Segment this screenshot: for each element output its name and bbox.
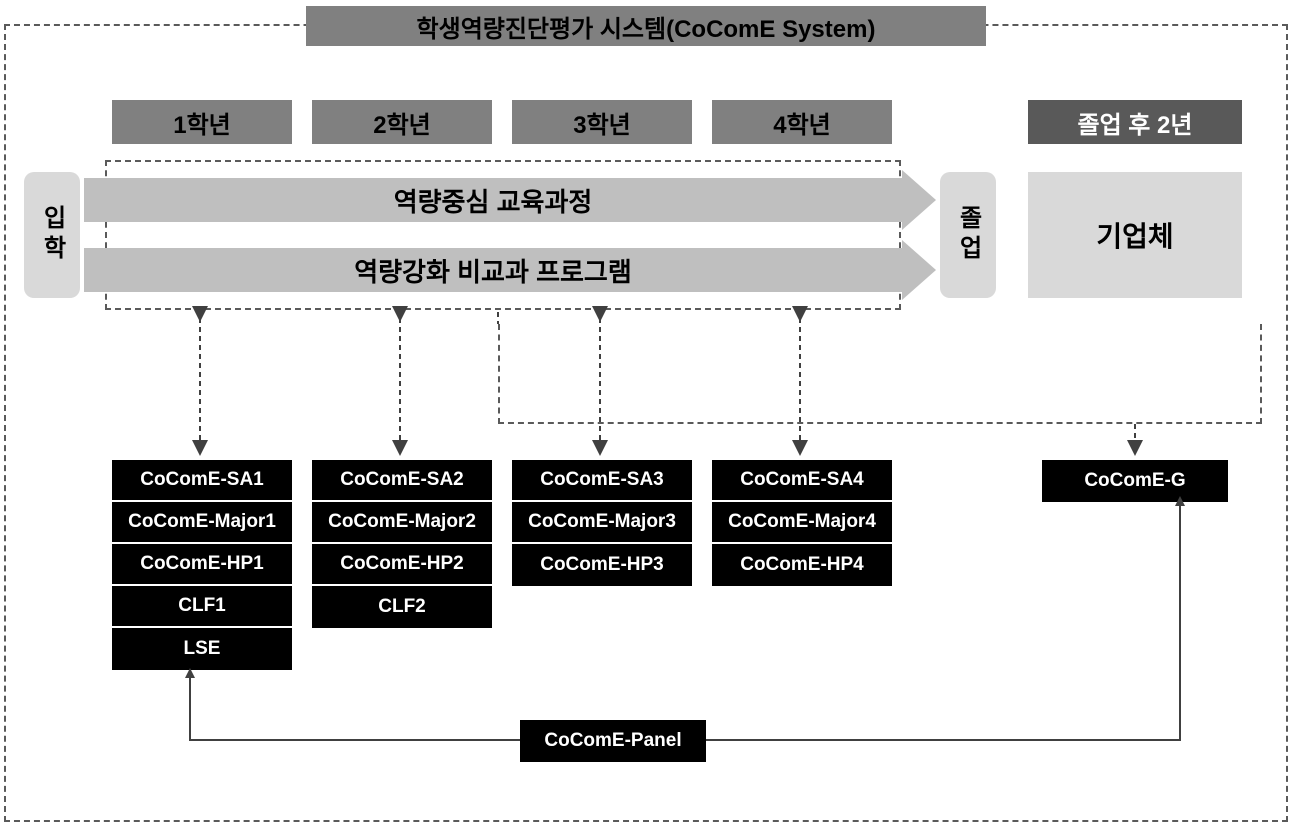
year-1-stack: CoComE-SA1CoComE-Major1CoComE-HP1CLF1LSE: [112, 460, 292, 670]
module-cell: CLF1: [112, 586, 292, 628]
module-cell: CLF2: [312, 586, 492, 628]
company-box: 기업체: [1028, 172, 1242, 298]
module-cell: CoComE-Major3: [512, 502, 692, 544]
cocome-panel-box: CoComE-Panel: [520, 720, 706, 762]
curriculum-arrow-1-label: 역량중심 교육과정: [84, 178, 902, 222]
arrow-right-icon: [902, 170, 936, 230]
module-cell: CoComE-HP4: [712, 544, 892, 586]
year-2-header: 2학년: [312, 100, 492, 144]
curriculum-arrow-2: 역량강화 비교과 프로그램: [84, 248, 936, 292]
curriculum-arrow-1: 역량중심 교육과정: [84, 178, 936, 222]
module-cell: CoComE-HP2: [312, 544, 492, 586]
cocome-g-box: CoComE-G: [1042, 460, 1228, 502]
year-post-header: 졸업 후 2년: [1028, 100, 1242, 144]
year-4-stack: CoComE-SA4CoComE-Major4CoComE-HP4: [712, 460, 892, 586]
year-3-stack: CoComE-SA3CoComE-Major3CoComE-HP3: [512, 460, 692, 586]
module-cell: CoComE-Major2: [312, 502, 492, 544]
module-cell: CoComE-Major4: [712, 502, 892, 544]
year-4-header: 4학년: [712, 100, 892, 144]
year-3-header: 3학년: [512, 100, 692, 144]
module-cell: CoComE-HP1: [112, 544, 292, 586]
arrow-right-icon: [902, 240, 936, 300]
year-2-stack: CoComE-SA2CoComE-Major2CoComE-HP2CLF2: [312, 460, 492, 628]
module-cell: LSE: [112, 628, 292, 670]
module-cell: CoComE-SA2: [312, 460, 492, 502]
module-cell: CoComE-SA4: [712, 460, 892, 502]
module-cell: CoComE-SA3: [512, 460, 692, 502]
diagram-title: 학생역량진단평가 시스템(CoComE System): [306, 6, 986, 46]
module-cell: CoComE-Major1: [112, 502, 292, 544]
grad-box: 졸업: [940, 172, 996, 298]
year-1-header: 1학년: [112, 100, 292, 144]
module-cell: CoComE-HP3: [512, 544, 692, 586]
company-dashed-connector: [498, 324, 1262, 424]
curriculum-arrow-2-label: 역량강화 비교과 프로그램: [84, 248, 902, 292]
enter-box: 입학: [24, 172, 80, 298]
module-cell: CoComE-SA1: [112, 460, 292, 502]
